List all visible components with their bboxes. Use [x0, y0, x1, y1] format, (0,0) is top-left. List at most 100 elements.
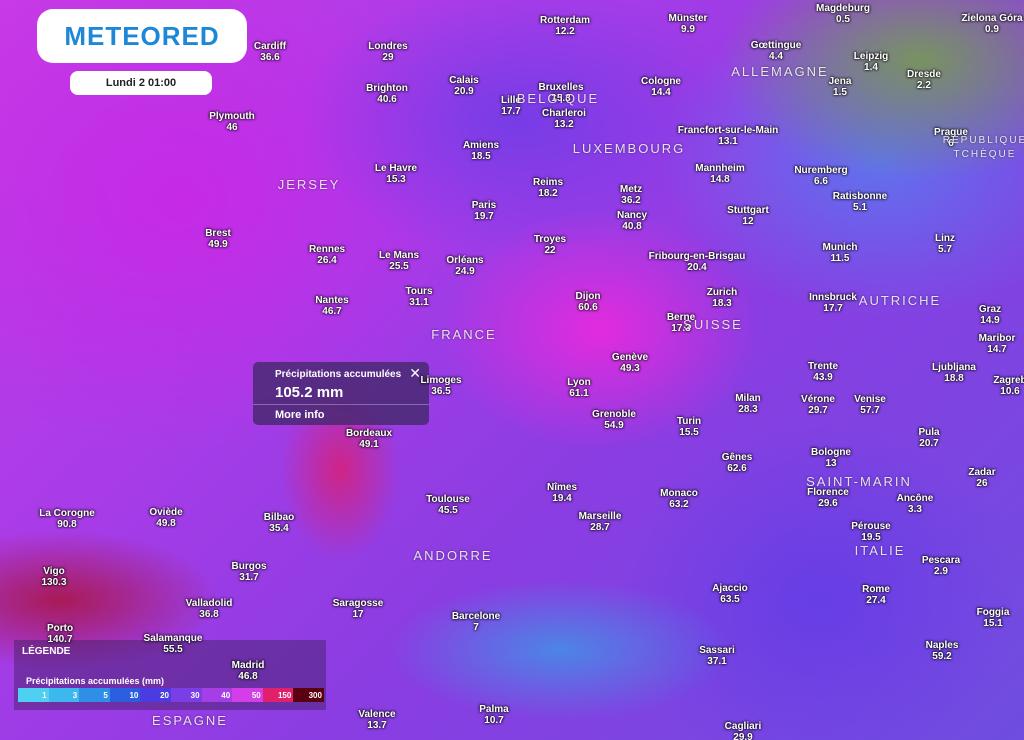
city-label: Maribor 14.7: [979, 333, 1016, 355]
city-name: Cagliari: [724, 721, 762, 732]
city-name: Prague: [934, 127, 968, 138]
city-value: 54.9: [604, 420, 624, 431]
city-label: Foggia 15.1: [977, 607, 1010, 629]
legend-step: 40: [201, 688, 233, 702]
city-label: Zielona Góra 0.9: [961, 13, 1022, 35]
city-label: Toulouse 45.5: [426, 494, 470, 516]
city-value: 36.5: [431, 386, 451, 397]
city-value: 63.2: [669, 499, 689, 510]
legend-scale: 1 3 5 10 20 30 40 50 150 300: [18, 688, 324, 702]
city-name: Salamanque: [143, 633, 203, 644]
city-value: 20.9: [454, 86, 474, 97]
city-label: Orléans 24.9: [446, 255, 483, 277]
city-value: 49.9: [208, 239, 228, 250]
city-name: Cologne: [641, 76, 681, 87]
legend-step: 10: [109, 688, 141, 702]
city-name: Naples: [925, 640, 959, 651]
city-name: Cardiff: [253, 41, 287, 52]
city-name: Zurich: [706, 287, 738, 298]
city-label: Turin 15.5: [677, 416, 701, 438]
city-name: Toulouse: [426, 494, 470, 505]
city-name: Charleroi: [542, 108, 586, 119]
more-info-link[interactable]: More info: [275, 409, 325, 421]
city-label: Valladolid 36.8: [186, 598, 233, 620]
city-value: 4.4: [769, 51, 783, 62]
city-name: Genève: [611, 352, 649, 363]
city-label: Florence 29.6: [807, 487, 849, 509]
city-label: Jena 1.5: [829, 76, 852, 98]
city-name: Brighton: [366, 83, 408, 94]
city-label: Leipzig 1.4: [854, 51, 888, 73]
region-label: LUXEMBOURG: [572, 141, 686, 156]
city-name: Jena: [828, 76, 852, 87]
city-label: Sassari 37.1: [699, 645, 735, 667]
city-value: 49.1: [359, 439, 379, 450]
city-value: 17.3: [671, 323, 691, 334]
city-label: Pérouse 19.5: [851, 521, 890, 543]
city-name: Porto: [46, 623, 74, 634]
city-value: 15.5: [679, 427, 699, 438]
city-name: Saragosse: [332, 598, 384, 609]
city-label: Paris 19.7: [472, 200, 496, 222]
city-label: Cologne 14.4: [641, 76, 681, 98]
logo[interactable]: METEORED: [37, 9, 247, 63]
city-value: 61.1: [569, 388, 589, 399]
city-name: Rennes: [308, 244, 346, 255]
city-name: Stuttgart: [727, 205, 769, 216]
city-name: Nîmes: [546, 482, 578, 493]
city-name: Tours: [405, 286, 433, 297]
city-name: Milan: [735, 393, 761, 404]
city-value: 17.7: [501, 106, 521, 117]
city-name: Pérouse: [851, 521, 891, 532]
region-label: TCHÈQUE: [953, 149, 1017, 160]
city-name: Plymouth: [209, 111, 255, 122]
city-label: Metz 36.2: [620, 184, 642, 206]
city-value: 90.8: [57, 519, 77, 530]
city-name: Bologne: [811, 447, 851, 458]
city-value: 13: [825, 458, 837, 469]
city-value: 46: [226, 122, 238, 133]
legend-step: 20: [140, 688, 171, 702]
region-label: ALLEMAGNE: [731, 64, 829, 79]
city-value: 10.6: [1000, 386, 1020, 397]
city-value: 0.5: [836, 14, 850, 25]
region-label: RÉPUBLIQUE: [942, 135, 1024, 146]
city-name: Oviède: [149, 507, 183, 518]
city-value: 0.9: [985, 24, 999, 35]
city-value: 11.5: [830, 253, 850, 264]
city-value: 1.4: [864, 62, 878, 73]
city-name: Vigo: [43, 566, 65, 577]
legend-subtitle: Précipitations accumulées (mm): [26, 676, 165, 686]
city-name: Leipzig: [853, 51, 889, 62]
city-value: 6: [948, 138, 954, 149]
city-label: Fribourg-en-Brisgau 20.4: [649, 251, 746, 273]
city-name: Bruxelles: [538, 82, 584, 93]
city-value: 13.1: [718, 136, 738, 147]
city-label: Madrid 46.8: [232, 660, 265, 682]
city-label: Munich 11.5: [823, 242, 858, 264]
city-value: 36.8: [199, 609, 219, 620]
city-label: Trente 43.9: [808, 361, 838, 383]
city-name: Florence: [807, 487, 849, 498]
city-value: 59.2: [932, 651, 952, 662]
city-name: Berne: [666, 312, 696, 323]
city-name: Lyon: [567, 377, 591, 388]
city-label: Bologne 13: [811, 447, 851, 469]
city-label: Tours 31.1: [405, 286, 432, 308]
city-label: Zagreb 10.6: [993, 375, 1024, 397]
city-value: 37.1: [707, 656, 727, 667]
city-value: 15.1: [983, 618, 1003, 629]
city-label: Cagliari 29.9: [725, 721, 762, 740]
close-button[interactable]: ✕: [409, 365, 421, 381]
city-value: 5.7: [938, 244, 952, 255]
city-label: Marseille 28.7: [579, 511, 622, 533]
city-label: Barcelone 7: [452, 611, 500, 633]
city-value: 17: [352, 609, 364, 620]
city-name: Brest: [205, 228, 231, 239]
city-value: 13.7: [367, 720, 387, 731]
city-name: Linz: [935, 233, 955, 244]
city-label: Lyon 61.1: [567, 377, 591, 399]
city-label: Valence 13.7: [358, 709, 395, 731]
city-value: 20.4: [687, 262, 707, 273]
city-value: 57.7: [860, 405, 880, 416]
